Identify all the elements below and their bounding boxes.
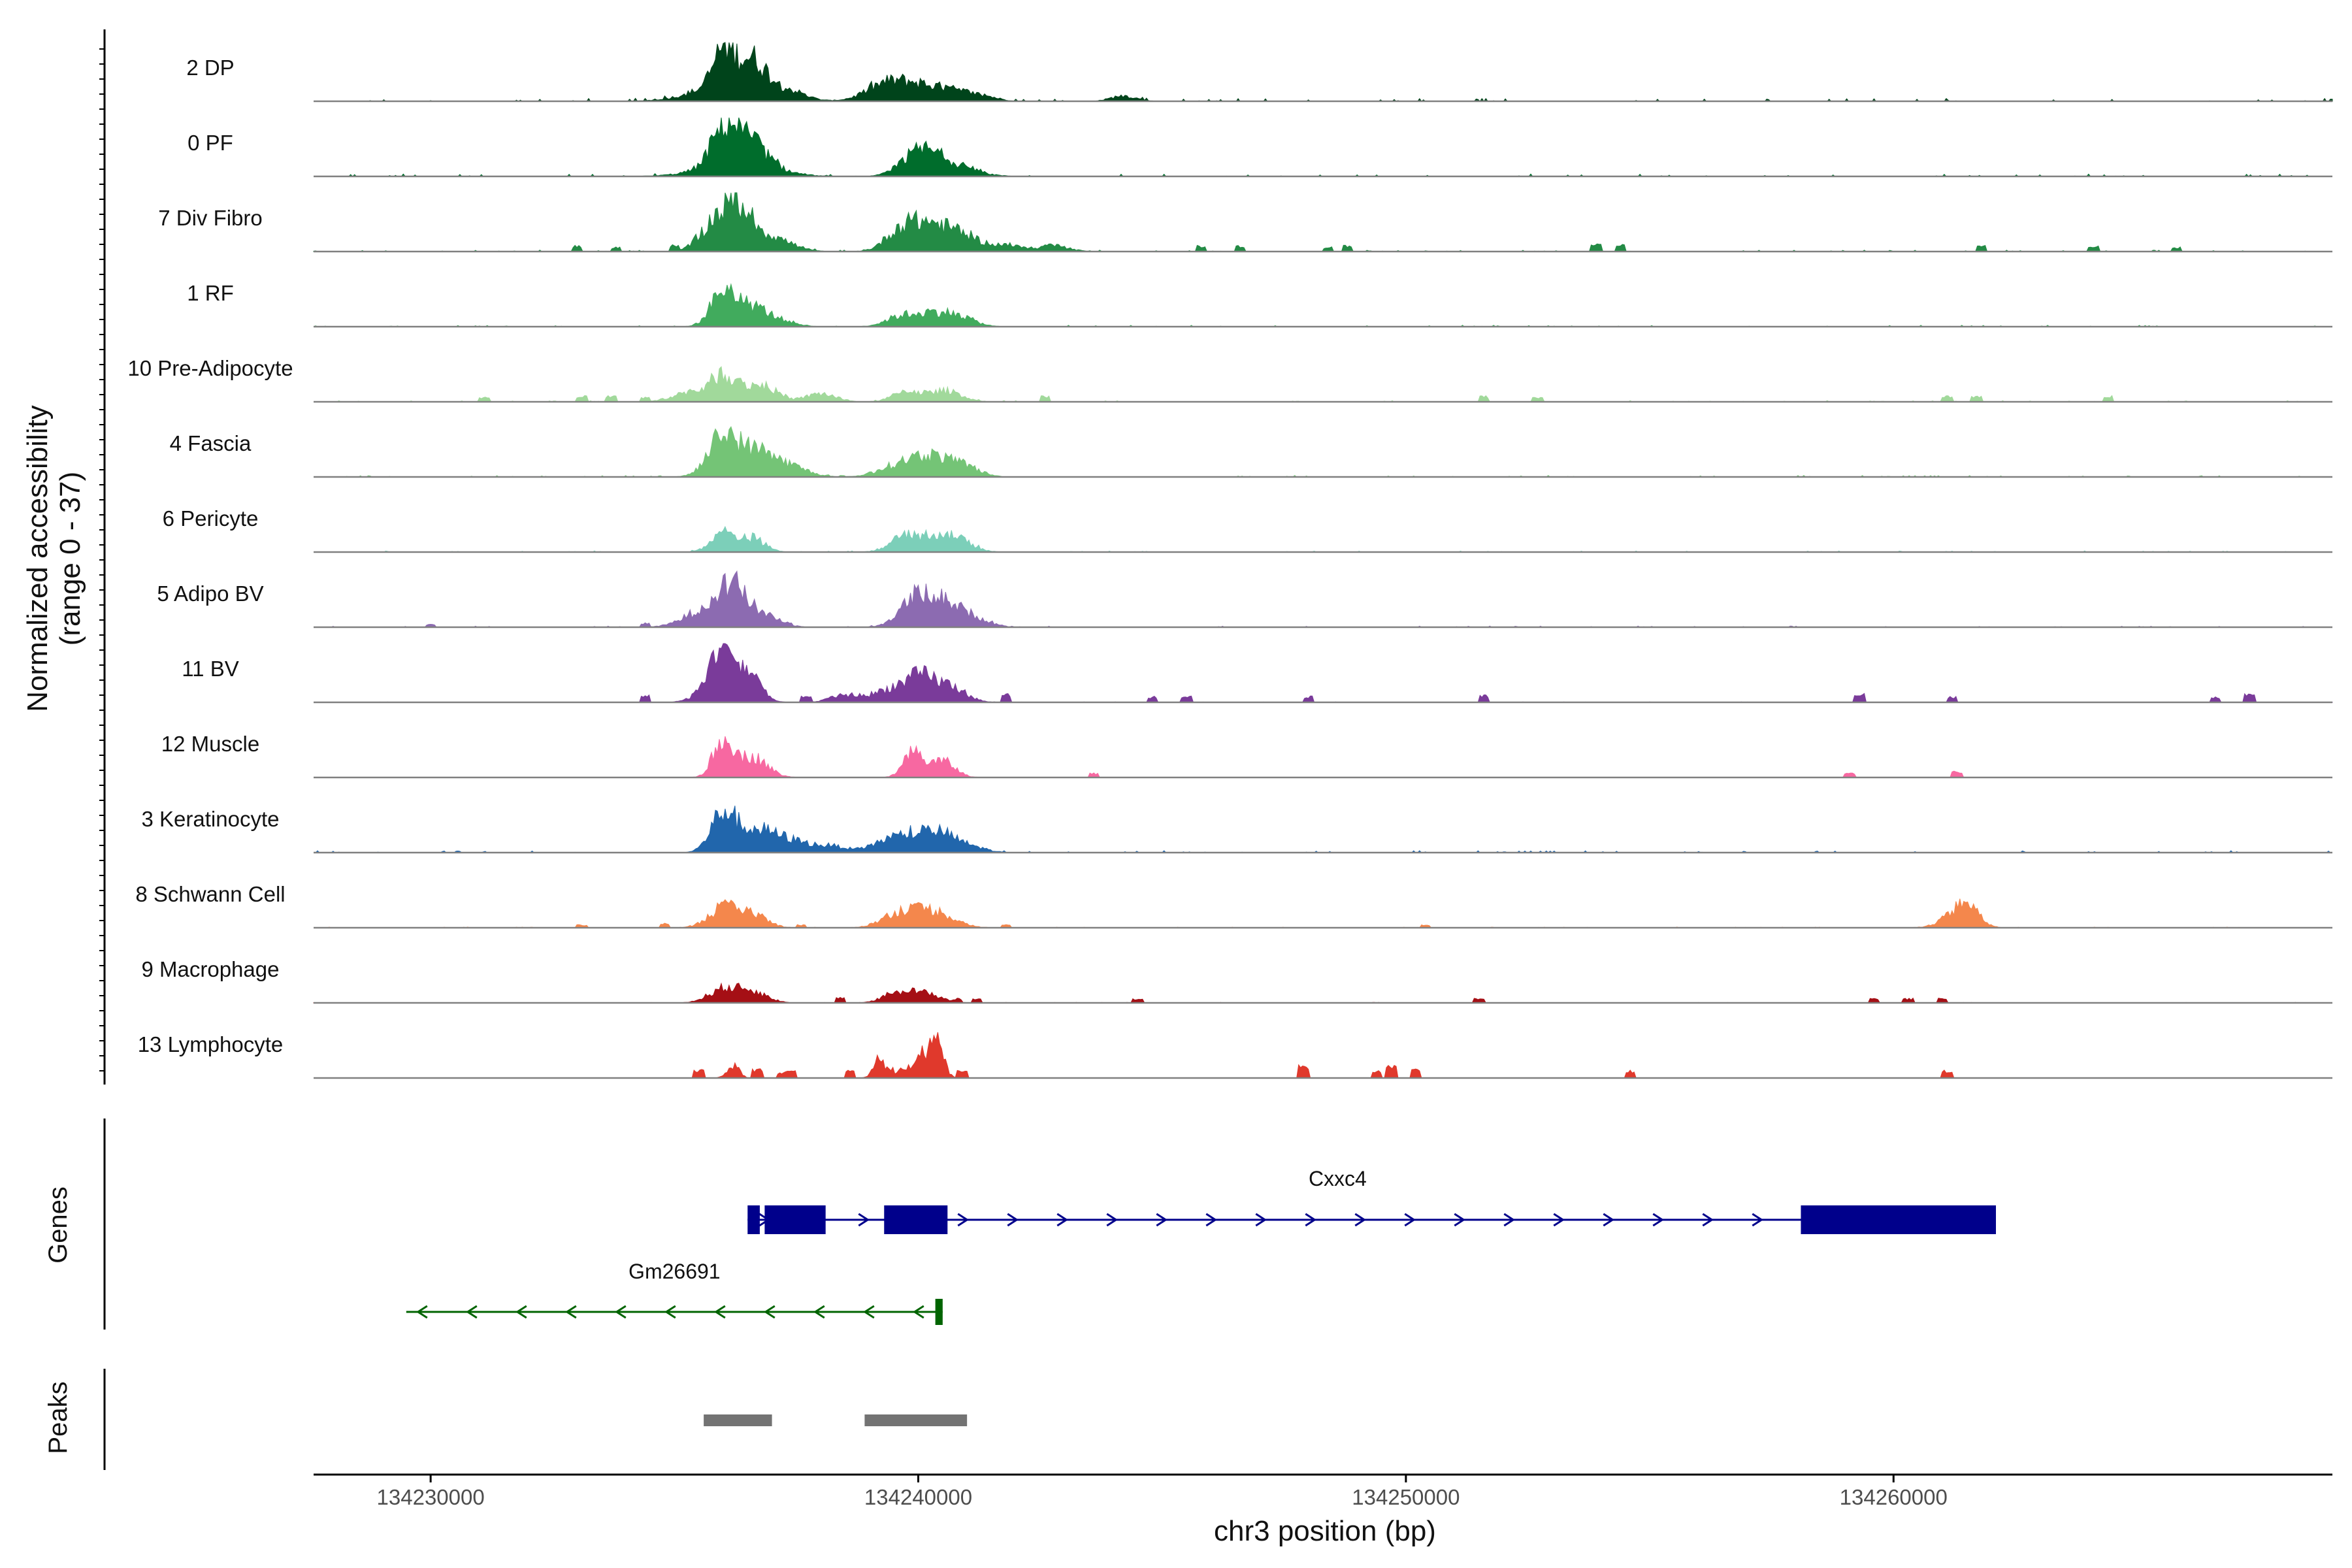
x-tick-label: 134230000	[377, 1485, 485, 1509]
strand-arrow	[764, 1305, 776, 1319]
genes-panel: Cxxc4 Gm26691	[103, 1119, 1996, 1330]
track-12: 8 Schwann Cell	[135, 882, 2332, 929]
coverage-area	[314, 42, 2333, 102]
x-axis-title: chr3 position (bp)	[1214, 1515, 1436, 1547]
coverage-area	[314, 806, 2332, 853]
x-axis: 134230000 134240000 134250000 134260000	[314, 1473, 2332, 1509]
gene-Gm26691: Gm26691	[406, 1260, 943, 1325]
track-9: 11 BV	[182, 643, 2333, 704]
strand-arrow	[565, 1305, 577, 1319]
strand-arrow	[1106, 1213, 1119, 1227]
track-4: 1 RF	[187, 281, 2332, 328]
x-tick-label: 134250000	[1352, 1485, 1460, 1509]
coverage-area	[314, 366, 2332, 402]
track-label: 8 Schwann Cell	[135, 882, 285, 906]
genes-panel-title: Genes	[44, 1186, 73, 1264]
strand-arrow	[1702, 1213, 1714, 1227]
x-tick-label: 134260000	[1840, 1485, 1948, 1509]
strand-arrow	[1603, 1213, 1615, 1227]
strand-arrow	[1354, 1213, 1367, 1227]
strand-arrow	[714, 1305, 726, 1319]
coverage-area	[314, 525, 2332, 553]
track-label: 2 DP	[186, 56, 234, 80]
exon	[935, 1299, 943, 1325]
strand-arrow	[1007, 1213, 1019, 1227]
peaks-panel-title: Peaks	[44, 1381, 73, 1454]
track-5: 10 Pre-Adipocyte	[127, 356, 2332, 403]
coverage-area	[314, 643, 2333, 703]
x-tick-label: 134240000	[864, 1485, 972, 1509]
strand-arrow	[615, 1305, 627, 1319]
coverage-area	[314, 117, 2332, 177]
y-axis-range: (range 0 - 37)	[54, 472, 86, 646]
track-label: 3 Keratinocyte	[142, 807, 280, 831]
strand-arrow	[1056, 1213, 1069, 1227]
strand-arrow	[1305, 1213, 1317, 1227]
strand-arrow	[1553, 1213, 1565, 1227]
gene-label: Cxxc4	[1309, 1167, 1367, 1190]
coverage-area	[314, 736, 2332, 778]
strand-arrow	[466, 1305, 478, 1319]
strand-arrow	[957, 1213, 970, 1227]
strand-arrow	[1156, 1213, 1168, 1227]
strand-arrow	[1503, 1213, 1516, 1227]
track-label: 1 RF	[187, 281, 234, 305]
y-axis	[99, 29, 106, 1085]
y-axis-title: Normalized accessibility	[22, 405, 54, 711]
gene-Cxxc4: Cxxc4	[747, 1167, 1996, 1234]
exon	[764, 1205, 826, 1234]
strand-arrow	[813, 1305, 825, 1319]
exon	[1801, 1205, 1996, 1234]
track-label: 5 Adipo BV	[157, 581, 263, 606]
track-2: 0 PF	[188, 117, 2332, 178]
track-7: 6 Pericyte	[163, 506, 2332, 553]
strand-arrow	[416, 1305, 428, 1319]
track-10: 12 Muscle	[161, 732, 2332, 779]
exon	[884, 1205, 948, 1234]
track-8: 5 Adipo BV	[157, 570, 2332, 629]
coverage-area	[314, 570, 2332, 628]
strand-arrow	[1404, 1213, 1416, 1227]
track-1: 2 DP	[186, 42, 2333, 103]
track-13: 9 Macrophage	[142, 957, 2332, 1004]
track-label: 12 Muscle	[161, 732, 259, 756]
coverage-area	[313, 192, 2332, 252]
strand-arrow	[863, 1305, 875, 1319]
exon	[747, 1205, 760, 1234]
track-label: 13 Lymphocyte	[138, 1032, 284, 1056]
strand-arrow	[858, 1213, 870, 1227]
coverage-area	[313, 283, 2332, 327]
gene-label: Gm26691	[629, 1260, 721, 1283]
coverage-area	[314, 898, 2332, 928]
peaks-panel	[103, 1369, 968, 1470]
coverage-area	[314, 1032, 2332, 1079]
track-label: 7 Div Fibro	[158, 206, 263, 230]
track-3: 7 Div Fibro	[158, 192, 2332, 253]
coverage-area	[313, 982, 2332, 1004]
peak-region	[864, 1414, 968, 1426]
strand-arrow	[664, 1305, 676, 1319]
track-6: 4 Fascia	[170, 426, 2332, 478]
strand-arrow	[1752, 1213, 1764, 1227]
coverage-tracks: 2 DP 0 PF 7 Div Fibro 1 RF 10 Pre-Adipocyte 4…	[127, 42, 2333, 1079]
track-label: 10 Pre-Adipocyte	[127, 356, 293, 380]
coverage-area	[314, 426, 2332, 478]
track-label: 11 BV	[182, 657, 238, 681]
track-label: 9 Macrophage	[142, 957, 280, 981]
strand-arrow	[1205, 1213, 1218, 1227]
track-14: 13 Lymphocyte	[138, 1032, 2332, 1079]
strand-arrow	[913, 1305, 924, 1319]
track-label: 6 Pericyte	[163, 506, 259, 531]
strand-arrow	[1255, 1213, 1267, 1227]
track-label: 4 Fascia	[170, 431, 252, 455]
strand-arrow	[1454, 1213, 1466, 1227]
strand-arrow	[1652, 1213, 1665, 1227]
peak-region	[704, 1414, 772, 1426]
strand-arrow	[515, 1305, 527, 1319]
track-11: 3 Keratinocyte	[142, 806, 2332, 854]
track-label: 0 PF	[188, 131, 233, 155]
